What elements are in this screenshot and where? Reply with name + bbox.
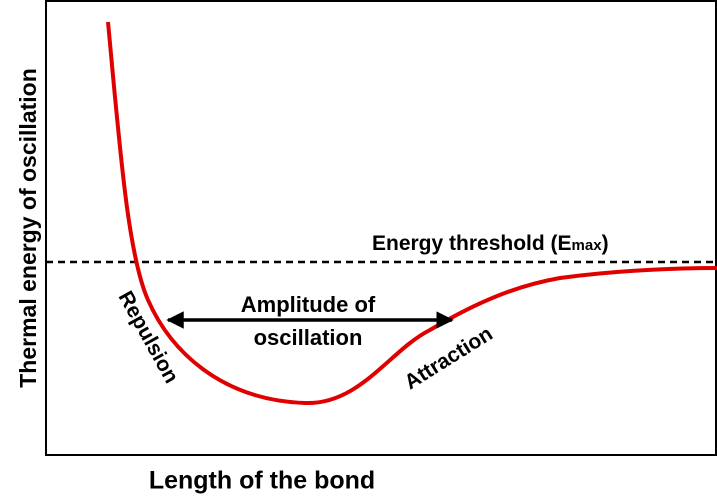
potential-curve [106,21,717,406]
amplitude-label-1: Amplitude of [241,292,376,317]
threshold-close: ) [602,232,609,255]
frame [45,0,717,456]
x-axis-label: Length of the bond [149,467,375,495]
threshold-subscript: max [572,237,603,254]
y-axis-label: Thermal energy of oscillation [15,68,41,388]
amplitude-label-2: oscillation [254,325,363,350]
threshold-label: Energy threshold (Emax) [372,232,609,255]
attraction-label: Attraction [400,322,496,394]
threshold-text: Energy threshold (E [372,232,572,255]
